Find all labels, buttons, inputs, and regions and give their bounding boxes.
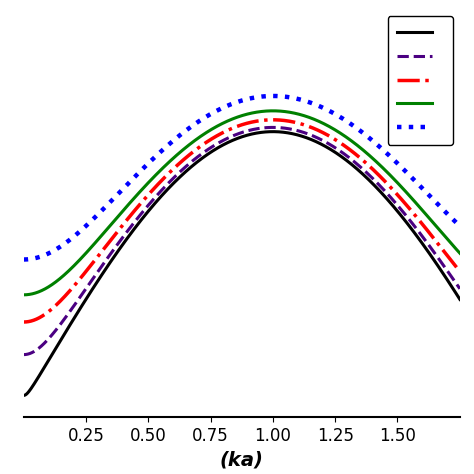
X-axis label: (ka): (ka): [220, 450, 264, 469]
Legend: , , , , : , , , ,: [388, 17, 453, 145]
